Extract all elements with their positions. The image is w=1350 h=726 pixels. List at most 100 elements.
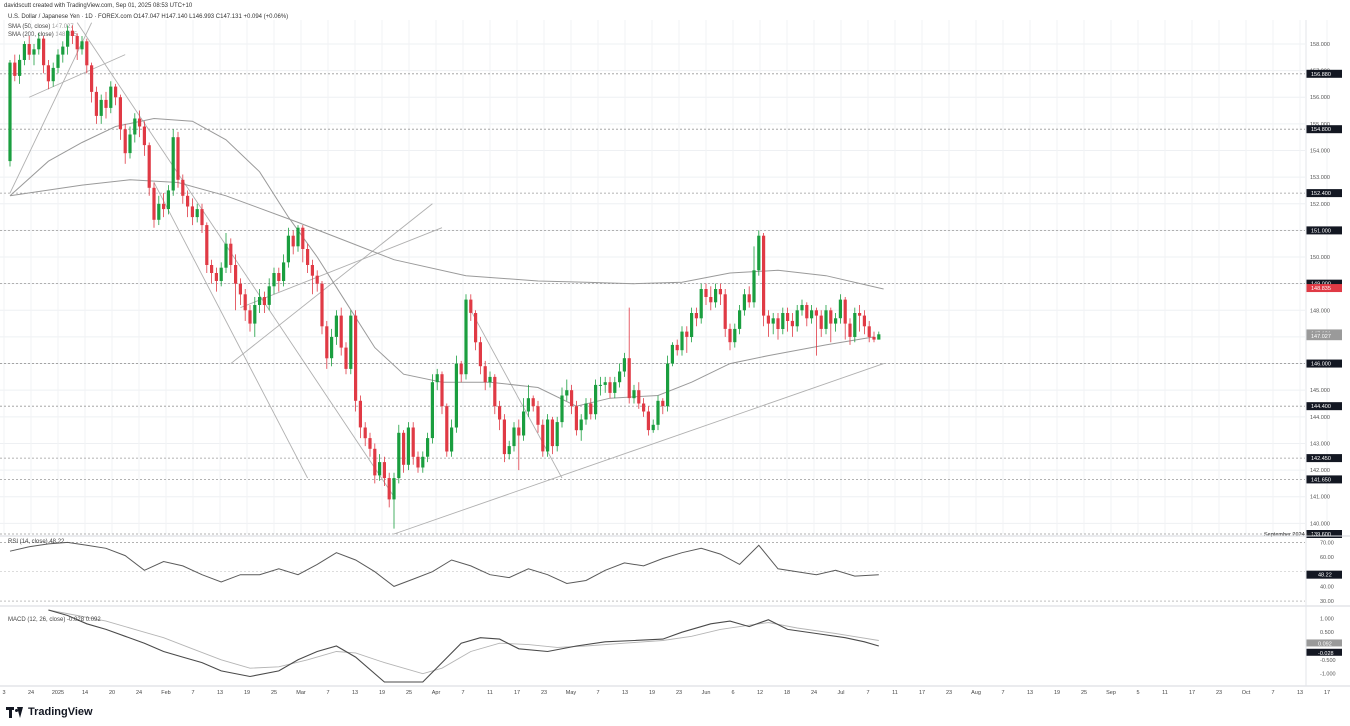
candle-body	[90, 65, 94, 92]
candle-body	[589, 403, 593, 415]
time-axis-label: 7	[1001, 690, 1004, 696]
candle-body	[728, 328, 732, 343]
candle-body	[272, 273, 276, 287]
candle-body	[210, 265, 214, 273]
candle-body	[99, 99, 103, 116]
candle-body	[838, 299, 842, 319]
candle-body	[190, 206, 194, 218]
candle-body	[714, 289, 718, 303]
time-axis-label: 18	[784, 690, 790, 696]
candle-body	[104, 99, 108, 108]
candle-body	[310, 265, 314, 276]
level-tag-label: 152.400	[1311, 191, 1331, 197]
candle-body	[483, 366, 487, 383]
candle-body	[536, 406, 540, 425]
candle-body	[579, 419, 583, 431]
candle-body	[286, 235, 290, 263]
candle-body	[56, 54, 60, 68]
candle-body	[123, 129, 127, 154]
candle-body	[171, 137, 175, 191]
level-tag-label: 141.650	[1311, 477, 1331, 483]
candle-body	[738, 310, 742, 329]
candle-body	[238, 283, 242, 295]
candle-body	[368, 438, 372, 449]
time-axis-label: Sep	[1106, 690, 1116, 696]
macd-signal-tag: 0.092	[1318, 641, 1332, 647]
price-axis-tick: 152.000	[1310, 202, 1330, 208]
macd-line	[48, 609, 879, 683]
candle-body	[85, 41, 89, 66]
candle-body	[138, 118, 142, 127]
candle-body	[253, 305, 257, 324]
time-axis-label: 14	[82, 690, 88, 696]
time-axis-label: 23	[1216, 690, 1222, 696]
level-tag-label: 156.880	[1311, 72, 1331, 78]
sma50-legend[interactable]: SMA (50, close) 147.027	[8, 24, 74, 30]
candle-body	[195, 209, 199, 218]
time-axis-label: Mar	[296, 690, 306, 696]
macd-value-tag-bg	[1306, 648, 1342, 656]
level-tag-bg	[1306, 475, 1342, 484]
time-axis-label: 17	[1189, 690, 1195, 696]
candle-body	[51, 67, 55, 82]
candle-body	[42, 38, 46, 66]
level-tag-bg	[1306, 69, 1342, 78]
brand-text: TradingView	[28, 706, 93, 718]
sma50-line	[9, 179, 884, 290]
time-axis-label: 11	[892, 690, 898, 696]
candle-body	[776, 318, 780, 329]
candle-body	[402, 432, 406, 465]
candle-body	[258, 297, 262, 305]
candle-body	[877, 334, 881, 340]
macd-signal-line	[48, 609, 879, 675]
candle-body	[378, 462, 382, 476]
price-axis-tick: 150.000	[1310, 255, 1330, 261]
macd-value-tag: -0.028	[1318, 651, 1334, 657]
candle-body	[718, 289, 722, 295]
candle-body	[675, 344, 679, 351]
candle-body	[766, 315, 770, 324]
candle-body	[546, 419, 550, 452]
candle-body	[781, 313, 785, 329]
candle-body	[349, 315, 353, 369]
time-axis-label: 19	[379, 690, 385, 696]
candle-body	[382, 462, 386, 479]
candle-body	[517, 427, 521, 436]
candle-body	[670, 344, 674, 364]
candle-body	[344, 347, 348, 369]
candle-body	[829, 310, 833, 324]
time-axis-label: 13	[1027, 690, 1033, 696]
candle-body	[70, 30, 74, 36]
macd-axis-tick: -0.500	[1320, 658, 1336, 664]
candle-body	[152, 187, 156, 220]
level-tag-label: 139.600	[1311, 532, 1331, 538]
candle-body	[522, 411, 526, 436]
time-axis-label: 13	[1297, 690, 1303, 696]
time-axis-label: 20	[109, 690, 115, 696]
candle-body	[262, 297, 266, 305]
candle-body	[646, 411, 650, 431]
time-axis-label: 11	[487, 690, 493, 696]
price-axis-tick: 145.000	[1310, 388, 1330, 394]
annotation-text: September 2024 low	[1264, 532, 1314, 538]
candle-body	[325, 326, 329, 359]
candle-body	[32, 49, 36, 55]
candle-body	[642, 403, 646, 412]
rsi-axis-tick: 30.00	[1320, 599, 1334, 605]
symbol-line: U.S. Dollar / Japanese Yen · 1D · FOREX.…	[8, 14, 289, 20]
candle-body	[598, 384, 602, 386]
candle-body	[747, 294, 751, 303]
rsi-axis-tick: 60.00	[1320, 555, 1334, 561]
tradingview-brand[interactable]: TradingView	[6, 706, 93, 718]
candle-body	[306, 249, 310, 265]
candle-body	[406, 427, 410, 465]
price-tag-label: 148.835	[1311, 286, 1331, 292]
level-tag-label: 154.800	[1311, 127, 1331, 133]
level-tag-label: 146.000	[1311, 362, 1331, 368]
candle-body	[315, 275, 319, 284]
candle-body	[690, 313, 694, 337]
candle-body	[872, 336, 876, 340]
candle-body	[762, 235, 766, 316]
time-axis-label: 11	[1162, 690, 1168, 696]
